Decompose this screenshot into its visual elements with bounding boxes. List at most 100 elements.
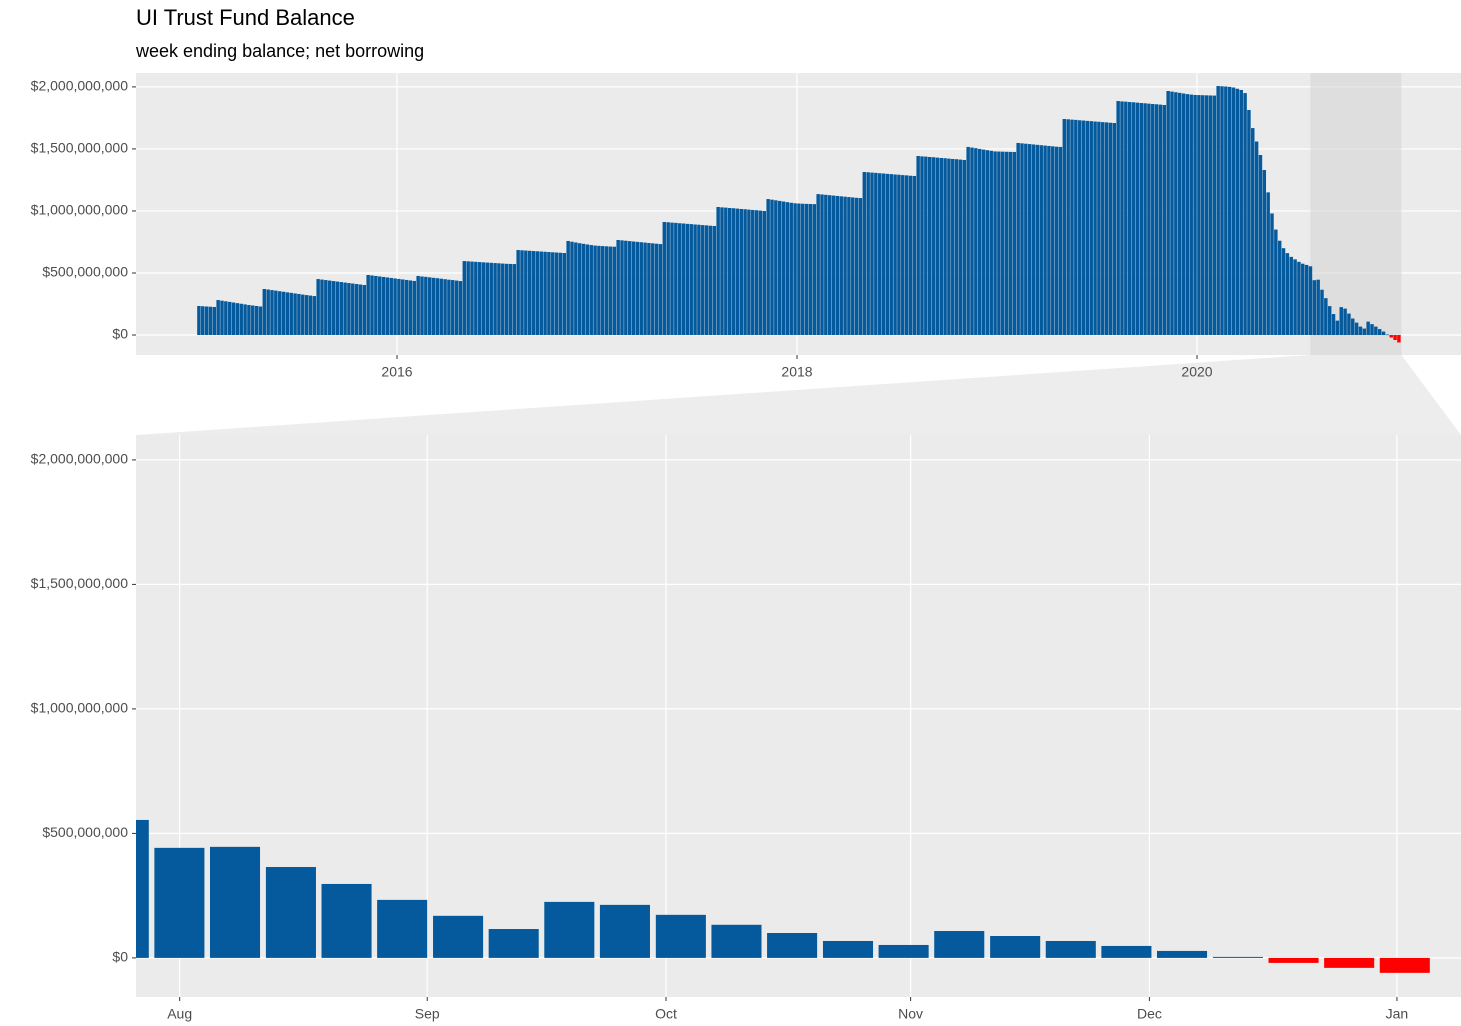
bar (974, 148, 978, 336)
bar (1277, 240, 1282, 336)
bar (1047, 145, 1051, 336)
bar (277, 291, 282, 336)
bar (1058, 146, 1063, 336)
bar (774, 200, 778, 336)
bar (1385, 334, 1390, 336)
bar (990, 935, 1041, 958)
bar (920, 156, 924, 336)
bar (693, 224, 697, 336)
y-tick-label: $500,000,000 (42, 824, 128, 840)
bar (427, 277, 432, 336)
x-tick-label: 2016 (381, 364, 412, 380)
bar (1370, 324, 1374, 336)
bar (1324, 298, 1328, 336)
bar (927, 156, 932, 336)
bar (704, 225, 709, 336)
bar (1247, 109, 1251, 336)
x-tick-label: 2020 (1181, 364, 1212, 380)
bar (1101, 945, 1152, 958)
bar (1339, 307, 1343, 336)
bar (947, 158, 951, 336)
bar (544, 901, 595, 958)
bar (1043, 145, 1047, 336)
bar (1020, 143, 1024, 336)
bar (447, 279, 451, 336)
bar (1377, 329, 1382, 336)
bar (209, 846, 261, 958)
bar (208, 306, 213, 336)
bar (504, 263, 509, 336)
bar (1243, 93, 1247, 336)
bar (897, 174, 901, 336)
bar (1281, 248, 1286, 336)
bar (862, 172, 867, 336)
bar (716, 206, 720, 336)
bar (524, 250, 528, 336)
bar (1012, 152, 1017, 336)
bar (470, 261, 474, 336)
bar (951, 158, 955, 336)
bar (136, 819, 149, 958)
bar (1297, 261, 1301, 336)
bar (485, 262, 490, 336)
bar (912, 175, 917, 336)
bar (674, 222, 678, 336)
bar (347, 283, 351, 336)
bar (1335, 320, 1340, 336)
bar (1266, 192, 1270, 336)
bar (577, 243, 582, 336)
bar (808, 204, 813, 336)
bar (631, 241, 636, 336)
bar (1147, 103, 1151, 336)
bar (531, 251, 536, 336)
bar (1004, 151, 1009, 336)
bar (554, 252, 559, 336)
bar (1097, 121, 1101, 336)
bar (635, 241, 640, 336)
x-tick-label: Nov (898, 1006, 923, 1022)
bar (474, 261, 478, 336)
bar (1116, 101, 1120, 336)
bar (377, 276, 382, 336)
bar (481, 262, 486, 336)
bar (585, 244, 590, 336)
bar (681, 223, 686, 336)
bar (316, 279, 320, 336)
bar (1154, 104, 1159, 336)
bar (227, 301, 232, 336)
bar (320, 279, 324, 336)
y-tick-label: $1,000,000,000 (31, 202, 129, 218)
bar (601, 246, 605, 336)
bar (812, 204, 817, 336)
bar (1289, 256, 1293, 336)
bar (1112, 122, 1117, 336)
bar (701, 225, 705, 336)
bar (1120, 101, 1124, 336)
bar (1201, 95, 1205, 336)
bar (247, 305, 251, 336)
bar (801, 203, 805, 336)
bar (451, 280, 455, 336)
chart-subtitle: week ending balance; net borrowing (135, 41, 424, 61)
bar (285, 292, 290, 336)
bar (866, 172, 870, 336)
bar (1174, 92, 1178, 336)
bar (908, 175, 913, 336)
bar (870, 172, 874, 336)
bar (1220, 86, 1224, 336)
bar (1324, 957, 1375, 968)
bar (824, 194, 828, 336)
bar (397, 278, 401, 336)
bar (243, 304, 247, 336)
bar (262, 288, 267, 336)
bar (966, 146, 970, 336)
bar (1270, 213, 1274, 336)
bar (1062, 119, 1067, 336)
bar (643, 242, 647, 336)
bar (677, 223, 682, 336)
bar (488, 929, 539, 958)
bar (1181, 93, 1186, 336)
y-tick-label: $500,000,000 (42, 264, 128, 280)
bar (893, 174, 897, 336)
bar (793, 203, 797, 336)
